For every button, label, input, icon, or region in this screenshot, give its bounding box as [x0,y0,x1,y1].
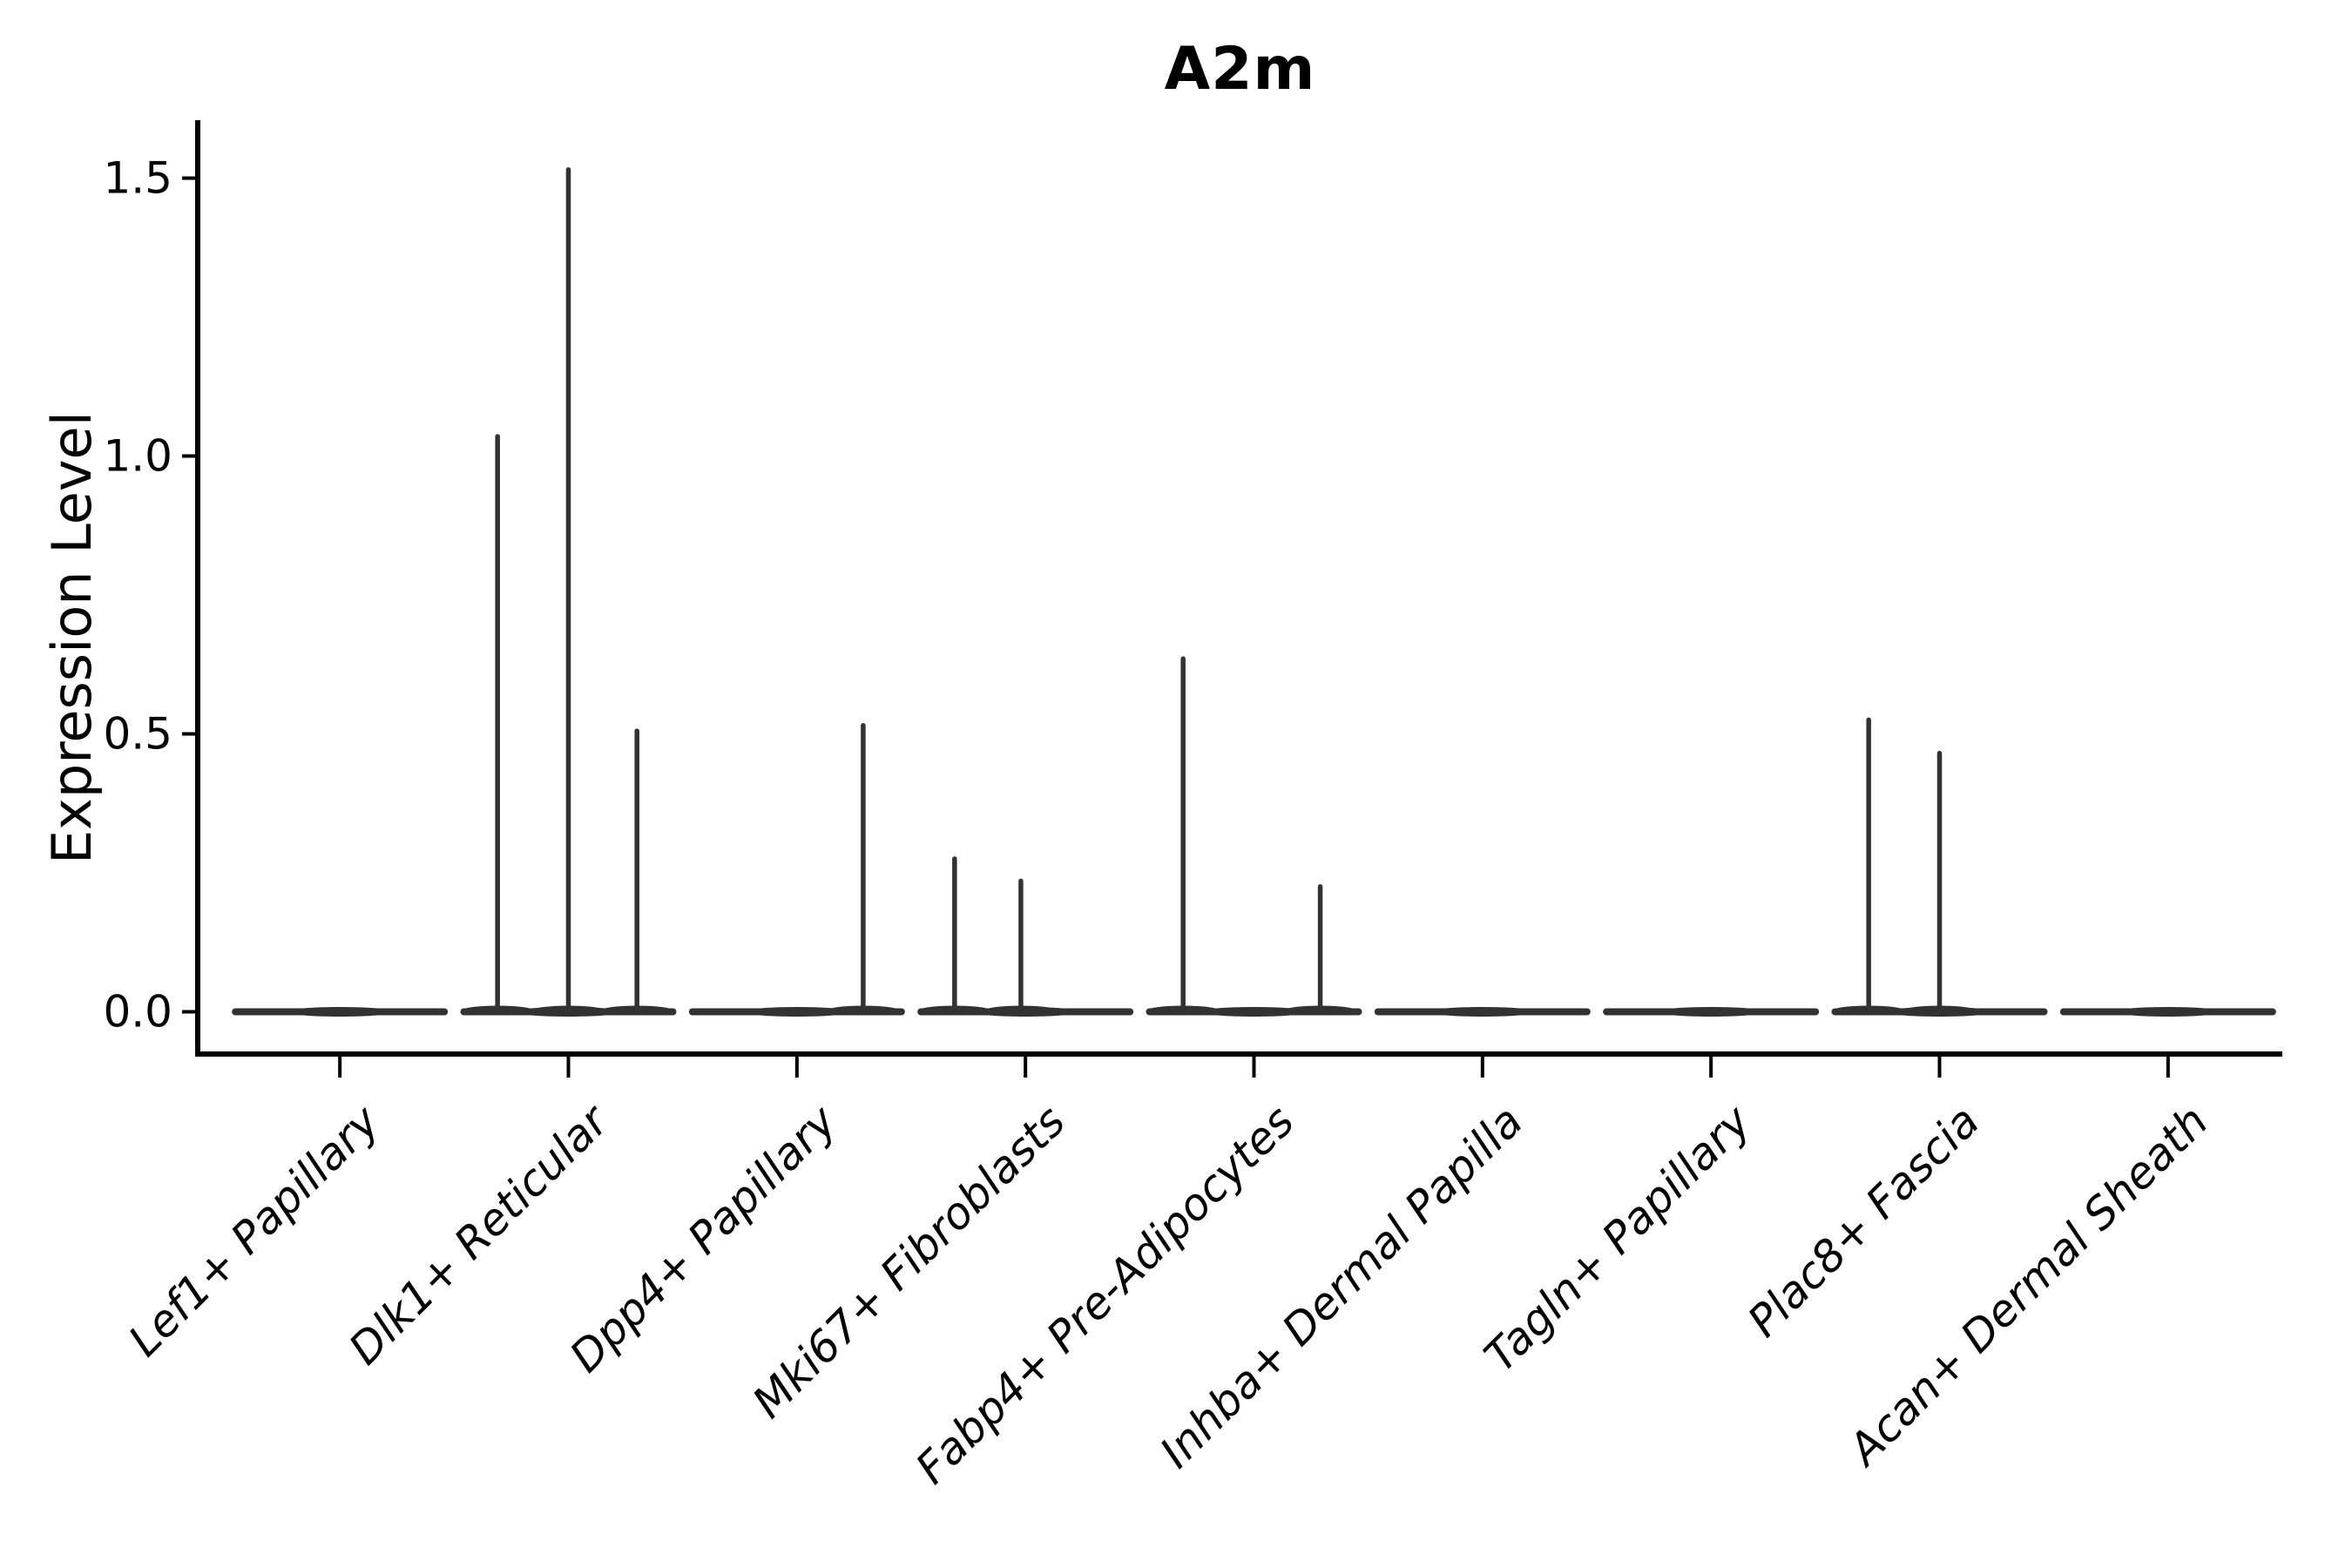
violin-6 [1374,1007,1591,1017]
y-tick-mark [182,732,195,736]
violin-bulge [1657,1007,1766,1017]
violin-7 [1603,1007,1820,1017]
y-tick-mark [182,176,195,180]
y-tick-label: 0.0 [103,987,172,1037]
x-tick-mark [1709,1057,1713,1078]
violin-bulge [1428,1007,1537,1017]
y-axis-spine [195,120,200,1057]
violin-8 [1831,717,2048,1017]
x-axis-spine [195,1051,2282,1057]
chart-title: A2m [1164,35,1316,104]
x-tick-mark [338,1057,342,1078]
x-tick-mark [1480,1057,1484,1078]
y-tick-label: 1.0 [103,431,172,482]
violin-1 [232,1007,449,1017]
x-tick-mark [1252,1057,1256,1078]
y-tick-label: 0.5 [103,709,172,760]
violin-bulge [742,1007,851,1017]
y-tick-mark [182,1010,195,1014]
violin-2 [460,166,677,1017]
violin-9 [2059,1007,2276,1017]
x-tick-mark [1024,1057,1028,1078]
x-tick-mark [566,1057,571,1078]
violin-4 [917,856,1134,1017]
violin-bulge [2113,1007,2222,1017]
x-tick-mark [1937,1057,1942,1078]
violin-5 [1146,656,1362,1017]
y-tick-label: 1.5 [103,153,172,204]
violin-bulge [286,1007,395,1017]
x-tick-mark [2166,1057,2170,1078]
y-tick-mark [182,454,195,458]
x-tick-mark [794,1057,799,1078]
violin-bulge [1200,1007,1308,1017]
violin-3 [688,722,905,1017]
